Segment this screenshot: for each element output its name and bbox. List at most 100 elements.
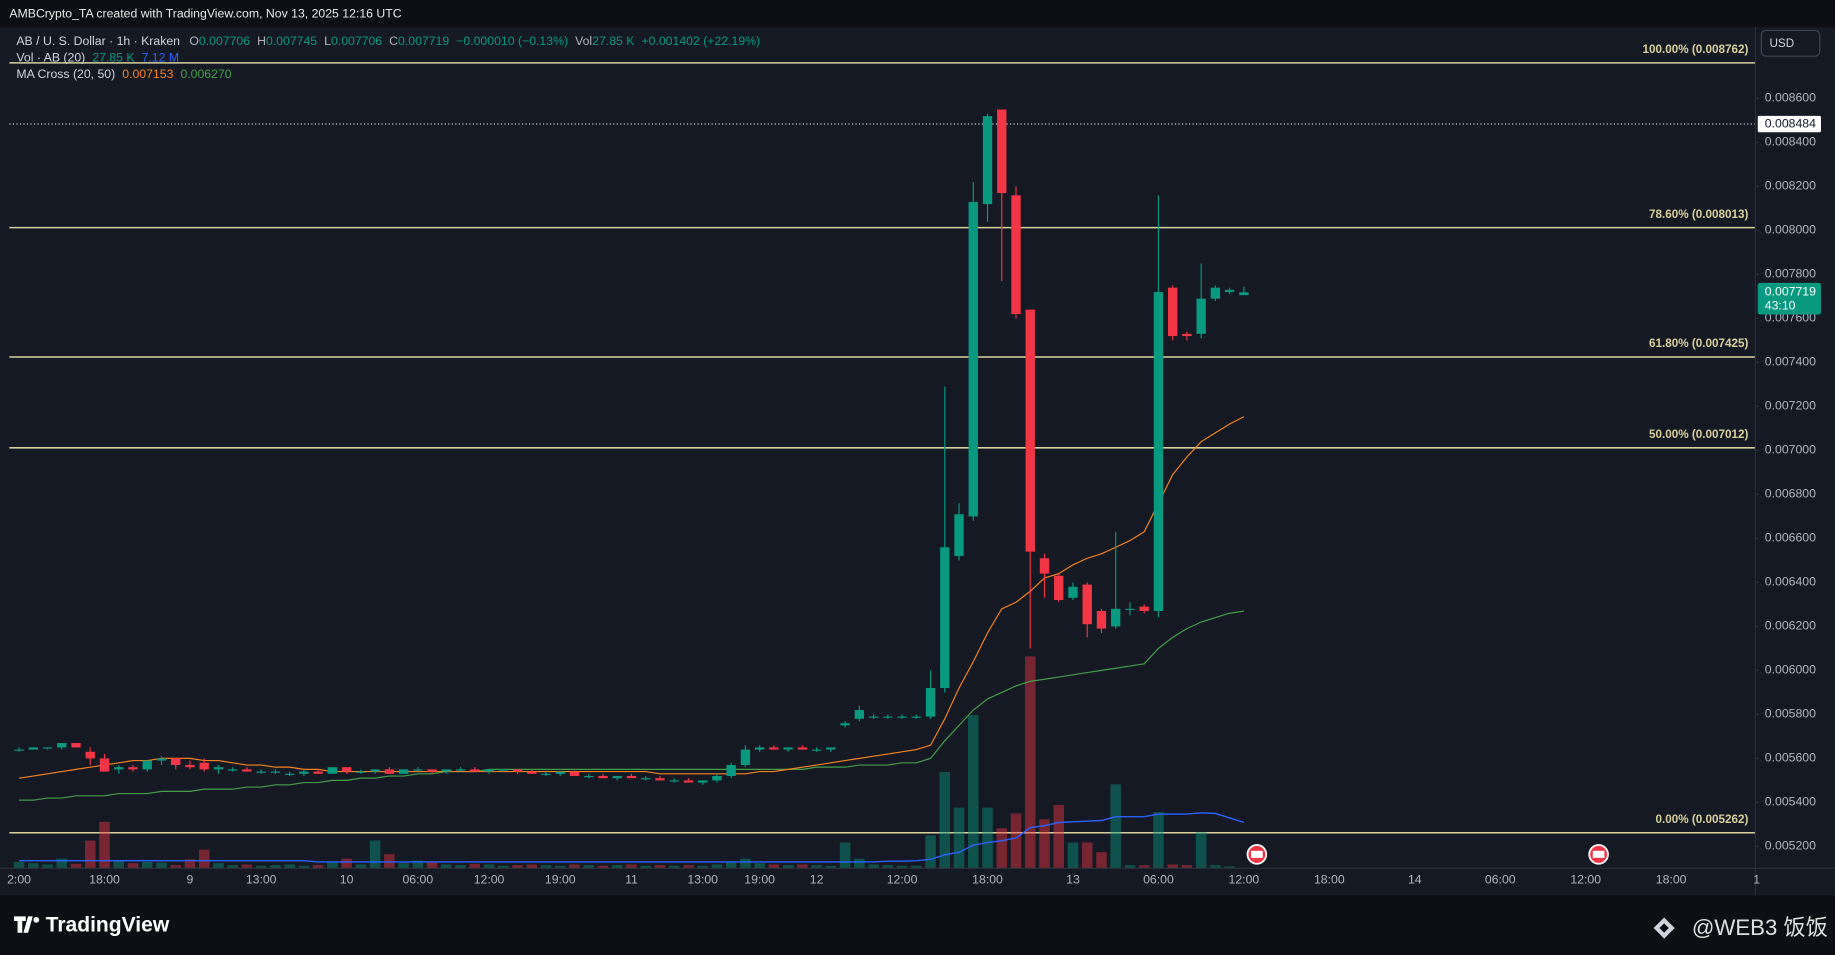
x-tick-label: 18:00	[89, 872, 120, 886]
volume-bar	[483, 864, 495, 869]
candle-body	[57, 742, 67, 748]
volume-bar	[141, 861, 153, 869]
x-tick-label: 12	[810, 872, 824, 886]
volume-bar	[697, 865, 708, 869]
volume-bar	[868, 864, 879, 869]
candle-body	[28, 747, 38, 750]
candle-body	[42, 747, 53, 749]
volume-bar	[1153, 812, 1164, 869]
candle-body	[484, 769, 494, 772]
x-tick-label: 14	[1408, 872, 1422, 886]
y-tick-label: 0.006600	[1765, 531, 1816, 545]
candle-body	[612, 775, 622, 779]
volume-bar	[1224, 866, 1235, 869]
candle-body	[384, 769, 395, 774]
volume-bar	[84, 840, 96, 869]
y-tick-label: 0.005600	[1765, 751, 1816, 765]
x-tick-label: 12:00	[1229, 872, 1260, 886]
candle-body	[398, 769, 409, 774]
volume-bar	[70, 863, 82, 869]
x-tick-label: 12:00	[887, 872, 918, 886]
candle-body	[1011, 195, 1021, 315]
currency-button[interactable]	[1760, 29, 1821, 57]
fib-label: 100.00% (0.008762)	[1642, 43, 1748, 56]
volume-bar	[1067, 842, 1079, 869]
fib-label: 78.60% (0.008013)	[1649, 208, 1749, 221]
candle-body	[470, 769, 480, 772]
y-tick-label: 0.005400	[1765, 795, 1816, 809]
candle-body	[982, 116, 993, 205]
h-label: H	[257, 34, 266, 48]
y-tick-label: 0.006000	[1765, 663, 1816, 677]
c-value: 0.007719	[398, 34, 449, 48]
candle-body	[185, 764, 195, 768]
candle-body	[356, 771, 366, 773]
candle-body	[156, 758, 167, 761]
y-tick-label: 0.006200	[1765, 619, 1816, 633]
c-label: C	[389, 34, 398, 48]
candle-body	[626, 775, 637, 779]
y-tick-label: 0.005800	[1765, 707, 1816, 721]
volume-bar	[312, 865, 324, 869]
volume-bar	[583, 865, 595, 869]
y-tick-label: 0.007800	[1765, 267, 1816, 281]
candle-body	[327, 767, 338, 774]
l-label: L	[324, 34, 331, 48]
ma-fast-value: 0.007153	[122, 67, 173, 81]
volume-bar	[711, 864, 723, 869]
candle-body	[1210, 287, 1221, 299]
volume-bar	[526, 864, 538, 869]
candle-body	[897, 716, 907, 718]
legend-ma: MA Cross (20, 50) 0.007153 0.006270	[16, 67, 231, 81]
candle-body	[270, 771, 281, 773]
candle-body	[584, 775, 594, 778]
fib-label: 50.00% (0.007012)	[1649, 428, 1749, 441]
volume-bar	[512, 865, 523, 869]
candle-body	[954, 514, 964, 557]
candle-body	[299, 771, 309, 774]
volume-bar	[1039, 819, 1050, 869]
price-marker-box	[1757, 115, 1821, 133]
volume-bar	[896, 865, 908, 869]
candle-body	[1111, 608, 1121, 627]
candle-body	[313, 771, 323, 774]
fib-label: 61.80% (0.007425)	[1649, 337, 1749, 350]
volume-bar	[1081, 842, 1093, 869]
volume-bar	[426, 861, 438, 869]
event-icon[interactable]	[1246, 844, 1268, 865]
candle-body	[413, 769, 423, 771]
volume-bar	[554, 865, 566, 869]
volume-bar	[782, 865, 794, 869]
legend-main: AB / U. S. Dollar · 1h · Kraken O0.007706…	[16, 34, 760, 48]
logo-dot	[33, 916, 40, 923]
volume-bar	[882, 865, 894, 869]
candle-body	[1196, 298, 1206, 334]
volume-bar	[184, 859, 196, 869]
o-label: O	[189, 34, 199, 48]
vol-study-value: 27.85 K	[92, 51, 135, 65]
y-tick-label: 0.008600	[1765, 91, 1816, 105]
volume-bar	[939, 772, 951, 869]
y-tick-label: 0.008400	[1765, 135, 1816, 149]
volume-bar	[284, 864, 295, 869]
volume-bar	[626, 864, 637, 869]
candle-body	[114, 767, 124, 770]
x-tick-label: 12:00	[474, 872, 505, 886]
ma-slow-line	[19, 610, 1244, 801]
candle-body	[555, 771, 565, 774]
event-icon[interactable]	[1588, 844, 1609, 865]
vol-study: Vol · AB (20)	[16, 51, 85, 65]
candle-body	[911, 716, 921, 718]
volume-bar	[241, 864, 253, 869]
candle-body	[498, 769, 508, 771]
y-tick-label: 0.005200	[1765, 839, 1816, 853]
candle-body	[811, 749, 822, 751]
candle-body	[1182, 333, 1192, 337]
event-flag-inner	[1251, 850, 1263, 858]
currency-label[interactable]: USD	[1769, 37, 1794, 50]
volume-bar	[42, 864, 53, 869]
volume-ma-line	[19, 812, 1245, 863]
candle-body	[783, 747, 793, 750]
volume-bar	[198, 849, 210, 869]
